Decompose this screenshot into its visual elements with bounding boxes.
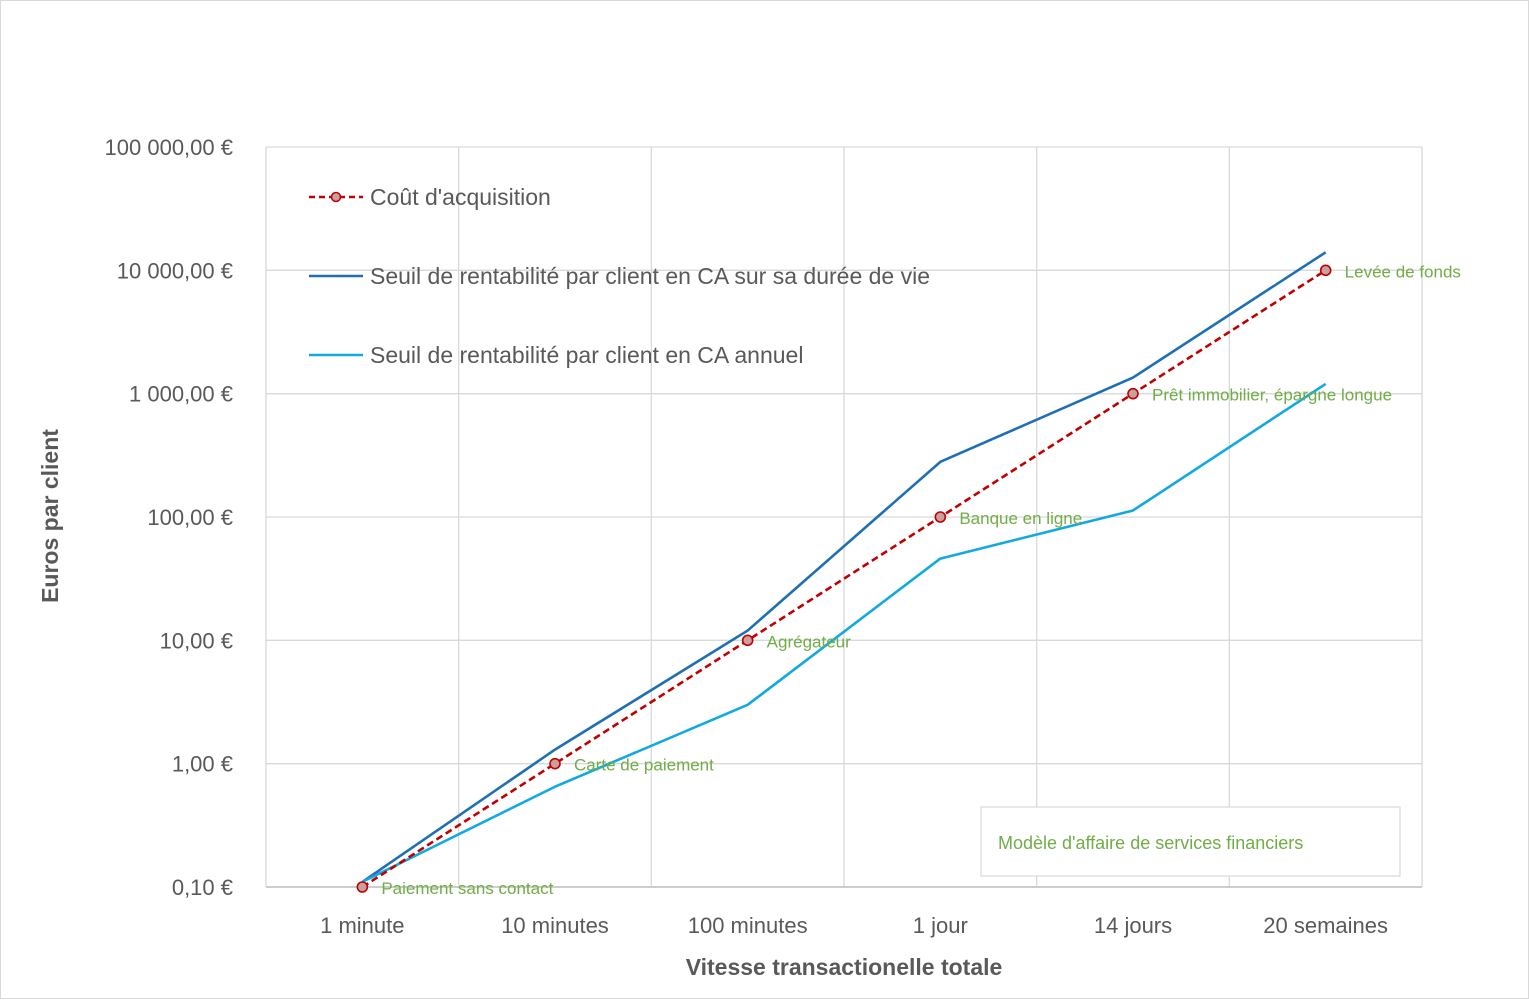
data-label: Carte de paiement	[574, 756, 714, 775]
series-line-1	[361, 251, 1327, 883]
business-model-box: Modèle d'affaire de services financiers	[980, 806, 1401, 877]
x-tick-label: 20 semaines	[1263, 913, 1388, 938]
y-tick-label: 100,00 €	[147, 505, 233, 530]
y-tick-label: 100 000,00 €	[105, 135, 233, 160]
series-line-0	[361, 269, 1327, 889]
legend-label-acquisition: Coût d'acquisition	[370, 184, 551, 210]
legend-label-annual: Seuil de rentabilité par client en CA an…	[370, 342, 803, 368]
data-point-marker	[934, 511, 947, 523]
series-markers	[356, 264, 1332, 893]
y-tick-label: 10 000,00 €	[117, 258, 233, 283]
x-tick-label: 10 minutes	[501, 913, 609, 938]
gridlines	[265, 146, 1423, 888]
x-tick-label: 100 minutes	[688, 913, 808, 938]
x-axis-title: Vitesse transactionelle totale	[686, 954, 1003, 980]
data-label: Levée de fonds	[1345, 262, 1461, 281]
data-point-marker	[1127, 387, 1139, 400]
data-point-marker	[356, 881, 369, 893]
x-tick-label: 1 minute	[320, 913, 404, 938]
x-tick-label: 1 jour	[913, 913, 968, 938]
x-tick-label: 14 jours	[1094, 913, 1172, 938]
series-line-2	[361, 382, 1327, 884]
data-point-marker	[741, 634, 754, 647]
legend: Coût d'acquisition Seuil de rentabilité …	[309, 184, 930, 368]
business-model-box-label: Modèle d'affaire de services financiers	[998, 833, 1303, 853]
data-label: Prêt immobilier, épargne longue	[1152, 386, 1392, 405]
tick-labels: 0,10 € 1,00 € 10,00 € 100,00 € 1 000,00 € 10 …	[105, 135, 1389, 938]
legend-item-lifetime: Seuil de rentabilité par client en CA su…	[309, 263, 930, 289]
y-tick-label: 0,10 €	[172, 875, 233, 900]
series-lines	[361, 251, 1327, 889]
y-tick-label: 10,00 €	[160, 628, 233, 653]
data-point-marker	[549, 757, 561, 770]
data-label: Agrégateur	[767, 632, 851, 651]
point-annotations: Paiement sans contact Carte de paiement Ag…	[381, 262, 1461, 898]
y-tick-label: 1 000,00 €	[129, 382, 233, 407]
legend-item-annual: Seuil de rentabilité par client en CA an…	[309, 342, 803, 368]
y-axis-title: Euros par client	[37, 429, 63, 603]
business-model-box-border	[980, 806, 1401, 877]
legend-marker-acquisition	[330, 191, 342, 203]
data-label: Paiement sans contact	[381, 879, 553, 898]
y-tick-label: 1,00 €	[172, 752, 233, 777]
data-point-marker	[1319, 264, 1332, 277]
legend-item-acquisition: Coût d'acquisition	[309, 184, 551, 210]
data-label: Banque en ligne	[959, 509, 1082, 528]
legend-label-lifetime: Seuil de rentabilité par client en CA su…	[370, 263, 930, 289]
